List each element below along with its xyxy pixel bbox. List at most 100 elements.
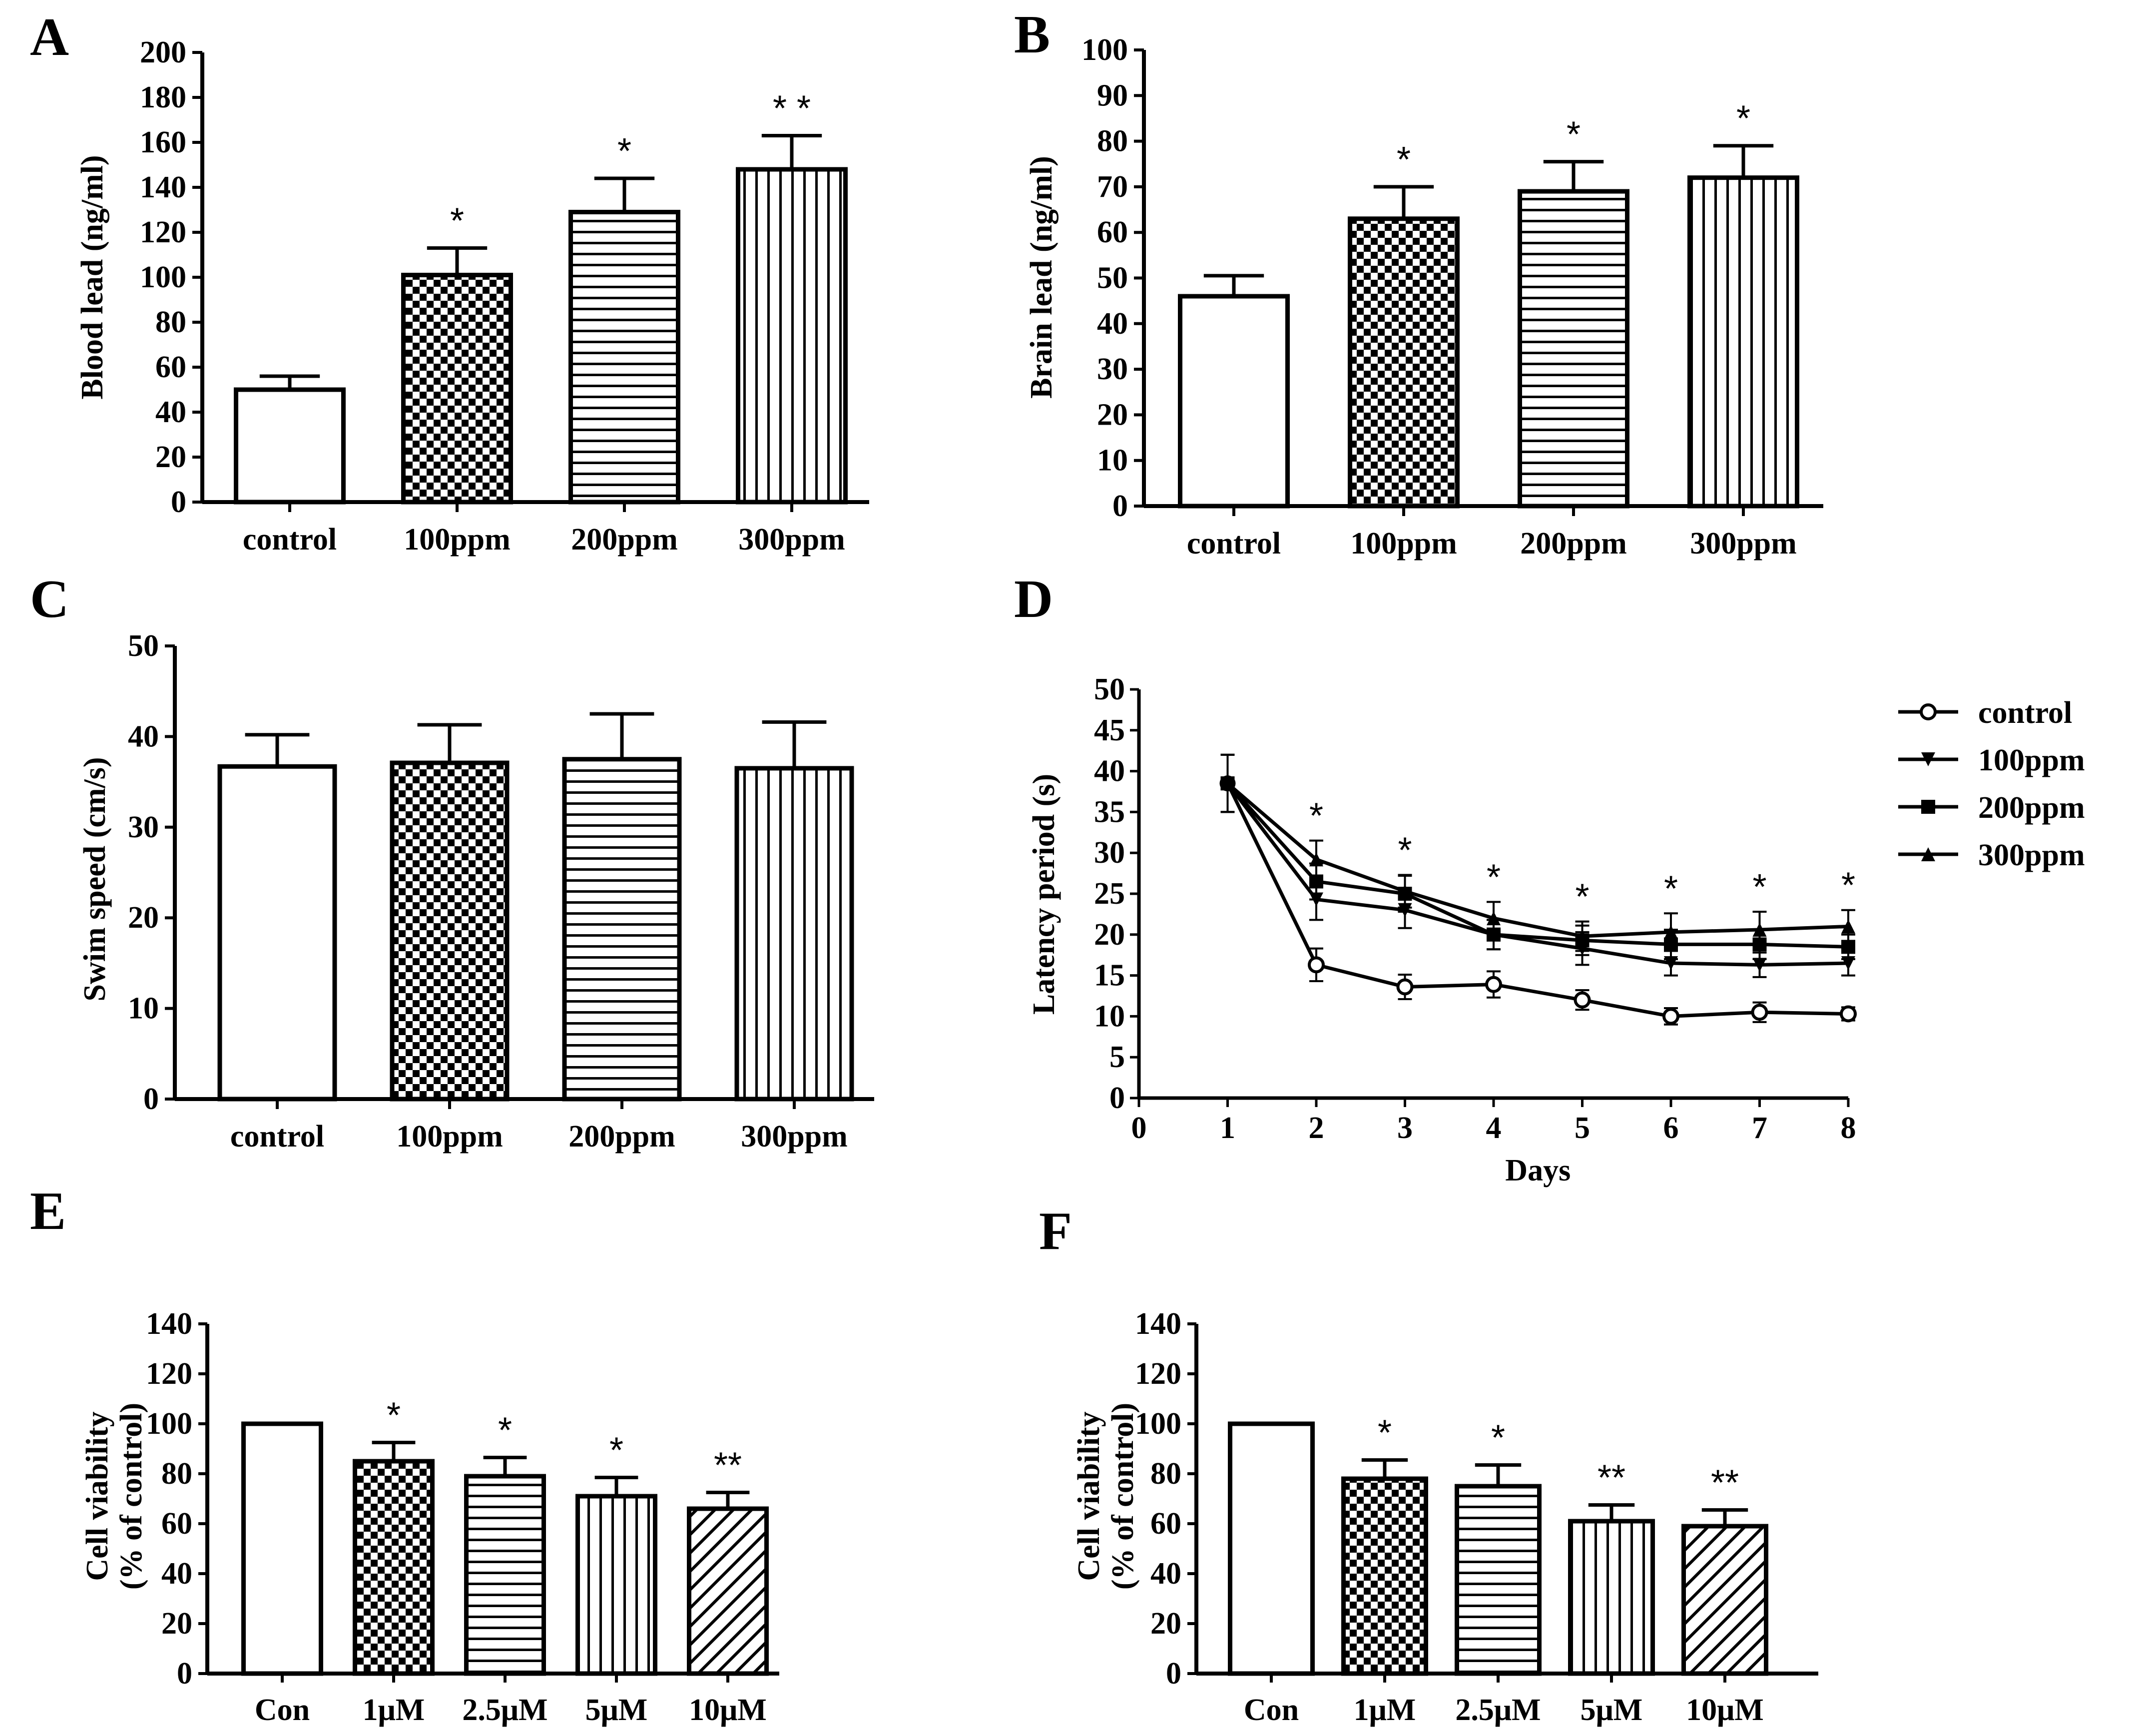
data-point	[1751, 1004, 1768, 1021]
y-tick-label: 10	[128, 992, 159, 1026]
legend-label: 300ppm	[1978, 838, 2085, 872]
x-tick-label: 8	[1841, 1111, 1856, 1145]
category-label: Con	[255, 1693, 310, 1727]
x-tick-label: 2	[1309, 1111, 1324, 1145]
bar	[736, 167, 848, 505]
bar	[1518, 189, 1629, 509]
y-tick-label: 10	[1094, 999, 1125, 1033]
category-label: 200ppm	[1520, 527, 1627, 561]
x-tick-label: 1	[1220, 1111, 1235, 1145]
bar	[464, 1474, 546, 1676]
category-label: 5μM	[585, 1693, 648, 1727]
y-axis-title: Swim speed (cm/s)	[78, 757, 112, 1001]
y-tick-label: 25	[1094, 877, 1125, 911]
panel-letter: F	[1039, 1201, 1072, 1261]
bar	[1348, 216, 1460, 509]
bar	[1568, 1519, 1655, 1676]
category-label: 2.5μM	[462, 1693, 547, 1727]
y-tick-label: 100	[1081, 33, 1128, 67]
y-axis-title-line: Cell viability	[80, 1411, 114, 1581]
y-tick-label: 20	[1150, 1607, 1181, 1641]
data-point	[1398, 903, 1412, 917]
y-tick-label: 0	[171, 485, 186, 519]
significance-label: *	[1841, 866, 1855, 906]
category-label: 100ppm	[396, 1120, 503, 1154]
y-tick-label: 20	[155, 440, 186, 474]
data-point	[1487, 911, 1501, 926]
y-tick-label: 10	[1097, 444, 1128, 478]
y-axis-title: Blood lead (ng/ml)	[75, 155, 109, 399]
significance-label: **	[714, 1446, 742, 1486]
data-point	[1396, 978, 1414, 996]
y-tick-label: 40	[128, 719, 159, 753]
x-tick-label: 0	[1131, 1111, 1147, 1145]
panel-e: E 0 20 40 60 80 100 120 140 Cell viability (% of c…	[30, 1181, 779, 1727]
y-tick-label: 0	[1109, 1081, 1125, 1115]
y-tick-label: 40	[1150, 1557, 1181, 1591]
y-tick-label: 0	[1112, 489, 1128, 523]
y-tick-label: 160	[140, 125, 186, 159]
y-axis-title: Latency period (s)	[1027, 774, 1061, 1015]
x-tick-label: 4	[1486, 1111, 1502, 1145]
data-point	[1309, 892, 1323, 907]
category-label: 300ppm	[741, 1120, 848, 1154]
bar	[1178, 294, 1290, 509]
panel-a: A 0 20 40 60 80 100 120 140 160 180 200 Blood lead (…	[30, 7, 869, 557]
y-tick-label: 60	[1150, 1507, 1181, 1541]
y-tick-label: 20	[1094, 918, 1125, 952]
y-tick-label: 60	[1097, 215, 1128, 249]
y-tick-label: 40	[155, 395, 186, 429]
y-tick-label: 0	[143, 1082, 159, 1116]
bar	[1341, 1476, 1428, 1676]
panel-letter: E	[30, 1181, 66, 1241]
y-tick-label: 140	[140, 170, 186, 204]
series-line	[1226, 782, 1849, 1018]
data-point	[1574, 991, 1591, 1009]
y-axis-title-line: Brain lead (ng/ml)	[1025, 156, 1059, 399]
significance-label: *	[387, 1396, 401, 1436]
bar	[390, 760, 510, 1102]
y-tick-label: 200	[140, 35, 186, 69]
y-tick-label: 80	[155, 305, 186, 339]
y-tick-label: 120	[146, 1357, 192, 1391]
y-tick-label: 100	[140, 260, 186, 294]
category-label: control	[243, 523, 337, 557]
series-control	[1219, 753, 1857, 1026]
category-label: 200ppm	[568, 1120, 675, 1154]
y-tick-label: 40	[1097, 307, 1128, 341]
category-label: 1μM	[363, 1693, 425, 1727]
significance-label: *	[1398, 830, 1412, 870]
significance-label: *	[609, 1431, 623, 1471]
panel-f: F 0 20 40 60 80 100 120 140 Cell viability (% of c…	[1039, 1201, 1818, 1727]
bar	[1228, 1421, 1315, 1676]
y-axis-title-line: (% of control)	[114, 1403, 148, 1590]
y-tick-label: 90	[1097, 78, 1128, 112]
data-point	[1575, 941, 1590, 956]
legend-label: control	[1978, 696, 2072, 730]
y-tick-label: 140	[146, 1307, 192, 1341]
significance-label: *	[1575, 877, 1589, 917]
y-tick-label: 0	[177, 1657, 192, 1691]
legend-marker	[1921, 752, 1935, 766]
y-axis-title: Cell viability (% of control)	[80, 1403, 148, 1590]
data-point	[1841, 919, 1855, 934]
legend-marker	[1920, 703, 1937, 720]
significance-label: *	[1491, 1418, 1505, 1458]
bar	[568, 210, 680, 505]
category-label: 1μM	[1354, 1693, 1416, 1727]
category-label: 10μM	[689, 1693, 767, 1727]
significance-label: *	[1736, 99, 1750, 139]
bar	[1687, 175, 1799, 509]
y-tick-label: 100	[1135, 1407, 1181, 1441]
legend-marker	[1921, 847, 1935, 861]
y-axis-title-line: (% of control)	[1106, 1403, 1140, 1590]
category-label: 200ppm	[571, 523, 678, 557]
category-label: 5μM	[1581, 1693, 1643, 1727]
legend-label: 200ppm	[1978, 791, 2085, 825]
bar	[687, 1506, 769, 1676]
y-tick-label: 40	[1094, 754, 1125, 788]
panel-b: B 0 10 20 30 40 50 60 70 80 90 100 Brain lead (ng/ml…	[1014, 5, 1823, 561]
panel-letter: B	[1014, 5, 1050, 64]
legend-label: 100ppm	[1978, 743, 2085, 777]
